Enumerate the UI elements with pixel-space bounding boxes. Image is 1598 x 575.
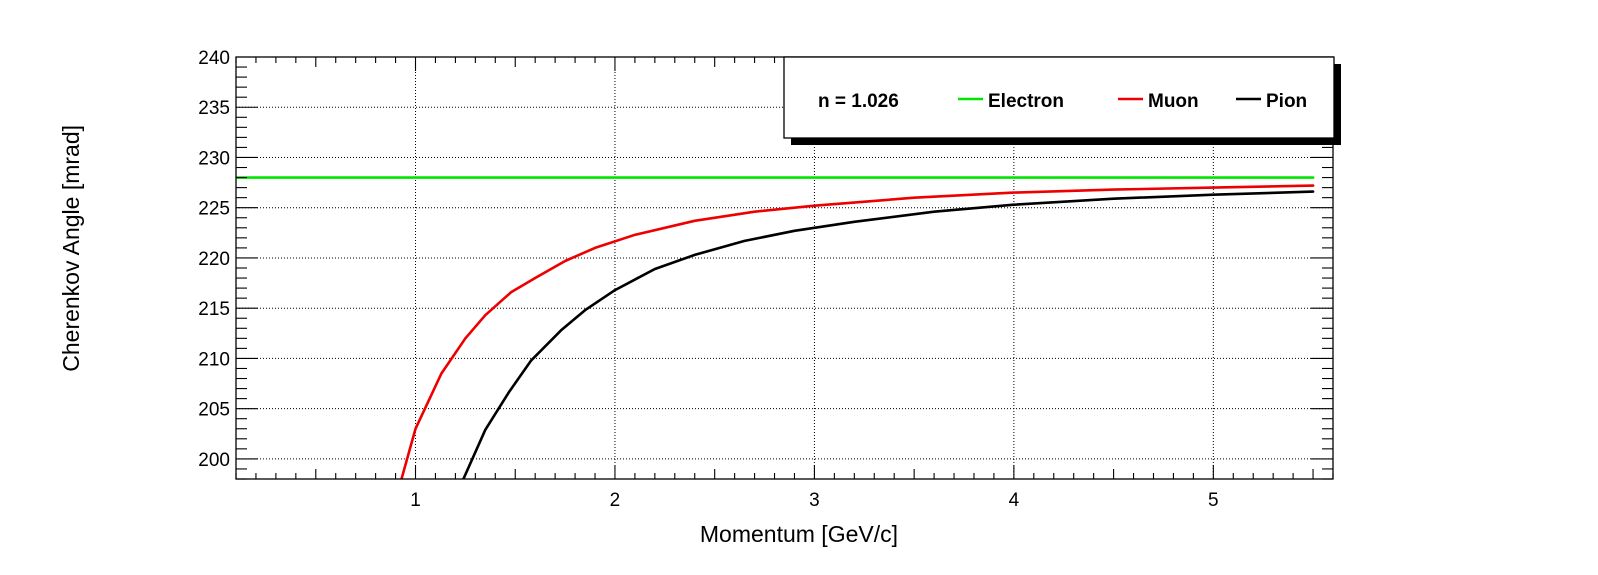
x-axis-label: Momentum [GeV/c]	[700, 521, 898, 547]
y-tick-label: 235	[198, 98, 230, 119]
legend-entries: Electron Muon Pion	[958, 91, 1307, 112]
series-line-pion	[462, 190, 1315, 479]
y-tick-label: 240	[198, 48, 230, 69]
x-tick-label: 3	[809, 490, 820, 511]
y-tick-label: 205	[198, 400, 230, 421]
axis-ticks	[235, 56, 1334, 480]
y-tick-label: 225	[198, 199, 230, 220]
legend-label-muon: Muon	[1148, 91, 1199, 112]
series-lines	[236, 176, 1315, 479]
y-axis-label: Cherenkov Angle [mrad]	[58, 125, 84, 372]
x-tick-label: 4	[1009, 490, 1020, 511]
x-tick-label: 2	[610, 490, 621, 511]
x-tick-labels: 1 2 3 4 5	[410, 490, 1218, 511]
grid-lines	[236, 57, 1333, 479]
legend-box	[783, 56, 1335, 139]
legend-label-pion: Pion	[1266, 91, 1307, 112]
y-tick-label: 220	[198, 249, 230, 270]
y-tick-labels: 200 205 210 215 220 225 230 235 240	[198, 48, 230, 471]
y-tick-label: 200	[198, 450, 230, 471]
y-tick-label: 215	[198, 299, 230, 320]
x-tick-label: 1	[410, 490, 421, 511]
series-line-muon	[400, 184, 1315, 479]
legend-header: n = 1.026	[818, 91, 899, 112]
legend: n = 1.026 Electron Muon Pion	[783, 56, 1341, 145]
y-tick-label: 210	[198, 349, 230, 370]
legend-label-electron: Electron	[988, 91, 1064, 112]
y-tick-label: 230	[198, 148, 230, 169]
x-tick-label: 5	[1208, 490, 1219, 511]
